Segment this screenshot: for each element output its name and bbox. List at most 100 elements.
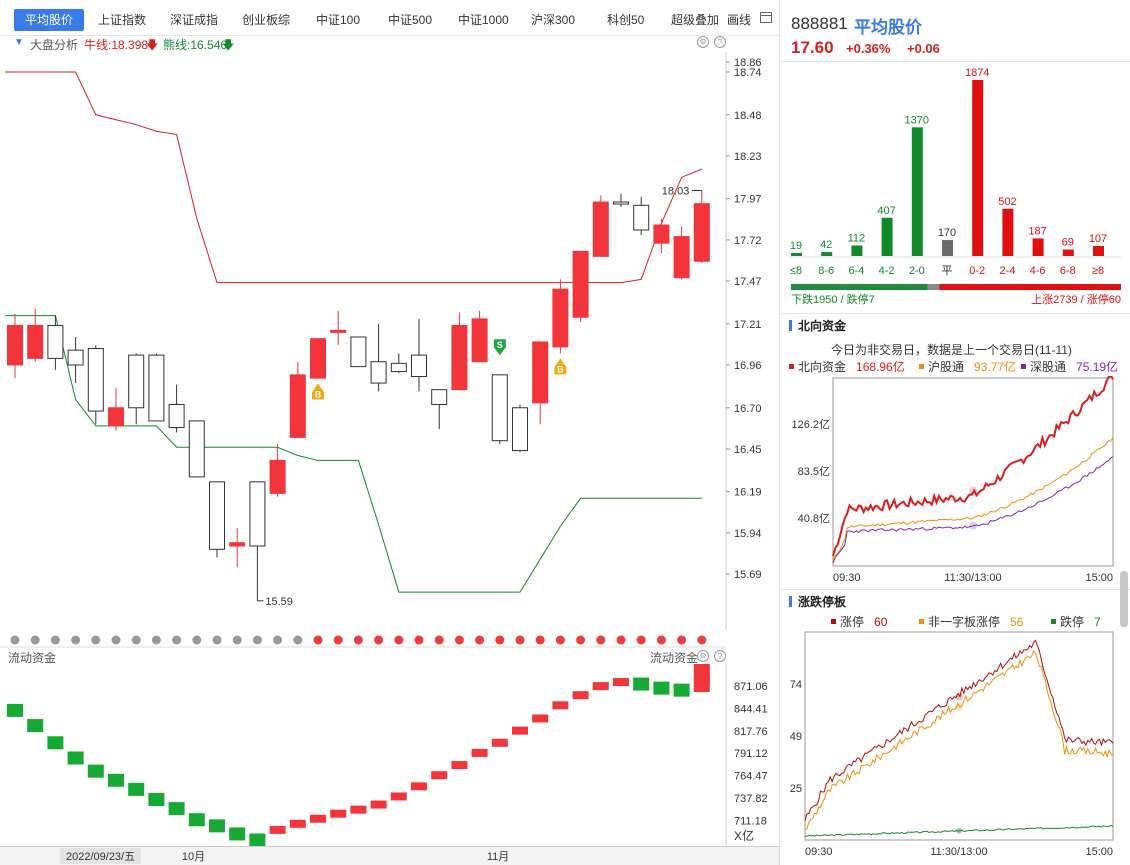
northbound-header: 北向资金	[789, 318, 846, 334]
up-count-label: 上涨2739 / 涨停60	[1031, 292, 1121, 306]
distribution-value: 112	[848, 232, 866, 244]
distribution-category: 8-6	[818, 265, 834, 277]
price-tick-label: 16.19	[734, 487, 762, 499]
tab-7[interactable]: 中证1000	[458, 13, 509, 27]
tab-1[interactable]: 平均股价	[14, 9, 85, 31]
legend-label: 深股通	[1030, 360, 1067, 374]
signal-dot	[656, 635, 666, 645]
distribution-bar	[851, 245, 863, 256]
candle-down	[249, 481, 266, 547]
flow-block-down	[673, 683, 690, 697]
legend-value: 56	[1010, 615, 1024, 629]
signal-dot	[535, 635, 545, 645]
candle-up	[229, 542, 246, 547]
distribution-category: 2-4	[999, 265, 1015, 277]
panel-divider	[779, 0, 780, 865]
flow-help-icon[interactable]: ?	[714, 650, 726, 662]
sh-connect-line	[832, 436, 1114, 561]
help-icon[interactable]: ?	[714, 36, 726, 48]
candle-up	[108, 407, 124, 427]
candle-down	[390, 362, 407, 373]
buy-signal-letter: B	[315, 389, 322, 399]
flow-unit-label: X亿	[734, 828, 754, 843]
date-axis	[0, 846, 779, 865]
tab-11[interactable]: 画线	[727, 13, 752, 27]
northbound-legend: 北向资金 168.96亿 沪股通 93.77亿 深股通 75.19亿	[789, 360, 1129, 374]
candle-down	[87, 348, 104, 412]
time-tick-label: 09:30	[805, 846, 833, 858]
legend-label: 跌停	[1060, 615, 1085, 629]
limit-up-down-chart[interactable]: 09:30 11:30/13:00 15:00 74 49 25	[781, 630, 1130, 865]
signal-dot	[50, 635, 60, 645]
flow-block-up	[411, 782, 427, 791]
candle-down	[148, 354, 165, 422]
distribution-bar	[972, 80, 984, 256]
buy-signal-icon: B	[312, 383, 324, 400]
stock-name: 平均股价	[854, 18, 922, 37]
signal-dot	[475, 635, 485, 645]
distribution-bar	[1032, 238, 1044, 256]
tab-5[interactable]: 中证100	[316, 13, 361, 27]
distribution-category: 4-2	[879, 265, 895, 277]
tab-8[interactable]: 沪深300	[531, 13, 576, 27]
chart-frame	[832, 377, 1114, 567]
tab-4[interactable]: 创业板综	[242, 13, 291, 27]
collapse-panel-icon[interactable]	[760, 12, 772, 23]
flow-block-down	[128, 782, 145, 796]
time-tick-label: 15:00	[1085, 846, 1113, 858]
signal-dot	[313, 635, 323, 645]
stock-code: 888881	[791, 14, 848, 33]
right-panel: 888881 平均股价 17.60 +0.36% +0.06 19 ≤8 42 8-6…	[781, 0, 1130, 865]
scrollbar-thumb[interactable]	[1120, 571, 1128, 627]
tab-2[interactable]: 上证指数	[98, 13, 147, 27]
candle-up	[572, 250, 589, 318]
rise-fall-distribution-chart[interactable]: 19 ≤8 42 8-6 112 6-4 407 4-2 1370 2-0 170 平 1874 0-2 5…	[781, 62, 1130, 312]
signal-dot	[616, 635, 626, 645]
distribution-category: ≥8	[1092, 265, 1104, 277]
distribution-bar	[1093, 245, 1104, 256]
price-tick-label: 16.45	[734, 444, 762, 456]
signal-dot	[636, 635, 646, 645]
flow-block-down	[249, 833, 266, 846]
tab-10[interactable]: 超级叠加	[671, 13, 720, 27]
flow-tick-label: 844.41	[734, 703, 768, 715]
candle-up	[7, 324, 23, 366]
tab-6[interactable]: 中证500	[388, 13, 433, 27]
candle-down	[370, 361, 387, 384]
tab-3[interactable]: 深证成指	[170, 13, 219, 27]
up-ratio-bar	[939, 284, 1121, 290]
candle-up	[451, 324, 468, 391]
dropdown-arrow-icon[interactable]: ▼	[14, 37, 24, 48]
signal-dot	[232, 635, 242, 645]
signal-dot	[212, 635, 222, 645]
change-percent: +0.36%	[846, 41, 891, 56]
distribution-value: 1874	[965, 67, 989, 79]
candle-up	[653, 224, 670, 244]
index-tab-bar: 平均股价 上证指数 深证成指 创业板综 中证100 中证500 中证1000 沪深300 科创5…	[0, 0, 780, 36]
flow-block-down	[108, 773, 124, 787]
flow-settings-icon[interactable]: ⚙	[697, 650, 709, 662]
bear-line-value: 熊线:16.546	[163, 38, 228, 52]
flow-funds-chart[interactable]: 871.06 844.41 817.76 791.12 764.47 737.82 711.…	[0, 664, 779, 846]
bear-line-series	[5, 315, 702, 593]
settings-icon[interactable]: ⚙	[697, 36, 709, 48]
bull-line-value: 牛线:18.398	[84, 38, 149, 52]
signal-dots-row	[0, 635, 726, 648]
date-axis-label: 10月	[181, 851, 206, 863]
candle-up	[552, 288, 569, 348]
market-analysis-label[interactable]: 大盘分析	[30, 38, 79, 52]
limit-down-line	[804, 824, 1114, 837]
price-tick-label: 17.47	[734, 276, 762, 288]
distribution-value: 69	[1062, 237, 1074, 249]
flow-block-up	[431, 771, 448, 780]
flow-block-up	[269, 825, 286, 834]
limit-axis-label: 25	[790, 783, 802, 795]
flow-block-up	[451, 761, 468, 770]
flow-chart-right-title: 流动资金	[650, 651, 699, 665]
signal-dot	[414, 635, 424, 645]
flow-block-up	[310, 814, 326, 823]
midday-marker	[955, 692, 963, 701]
tab-9[interactable]: 科创50	[607, 13, 645, 27]
northbound-funds-chart[interactable]: 09:30 11:30/13:00 15:00 126.2亿 83.5亿 40.8亿	[781, 376, 1130, 586]
